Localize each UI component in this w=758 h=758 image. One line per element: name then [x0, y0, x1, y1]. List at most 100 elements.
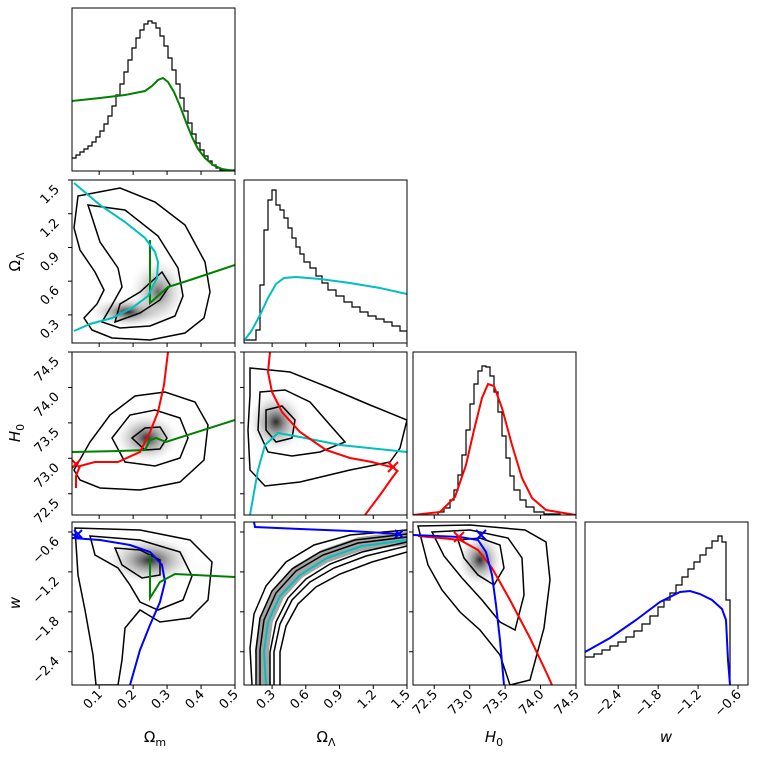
hist-w-panel: [585, 535, 731, 685]
marker-x: [73, 529, 83, 539]
panel-omega-m-w: [72, 527, 235, 685]
y-tick-label: 1.5: [38, 182, 63, 207]
curve-omega-m-green: [72, 419, 235, 453]
y-tick-label: 1.2: [38, 216, 63, 241]
contour-inner: [259, 536, 407, 685]
y-tick-label: 73.5: [32, 425, 63, 456]
marker-x: [453, 531, 465, 543]
frame-31: [243, 521, 408, 686]
curve-omega-m-green: [149, 555, 235, 602]
x-tick-label: 73.5: [481, 687, 512, 718]
x-tick-label: −0.6: [712, 687, 745, 720]
x-tick-label: 0.3: [149, 687, 174, 712]
contour-inner: [456, 537, 505, 587]
x-tick-label: 0.1: [81, 687, 106, 712]
contour-mid: [111, 409, 189, 467]
contour-mid: [89, 535, 193, 611]
frame-21: [243, 351, 408, 516]
contour-inner: [113, 547, 161, 579]
hist-omega-lambda: [244, 189, 407, 343]
y-tick-label: 74.5: [32, 354, 63, 385]
curve-omega-lambda-cyan: [249, 431, 407, 515]
hist-omega-lambda-panel: [244, 189, 407, 343]
frame-20: [71, 351, 236, 516]
curve-h0-red: [413, 382, 576, 515]
x-tick-label: 0.3: [254, 687, 279, 712]
y-tick-label: 0.9: [38, 250, 63, 275]
curve-omega-m-green: [72, 76, 235, 171]
y-tick-label: −2.4: [30, 654, 63, 687]
ylabel-w: w: [6, 596, 24, 609]
hist-h0: [413, 365, 561, 515]
x-tick-label: −2.4: [592, 687, 625, 720]
x-tick-label: 72.5: [410, 687, 441, 718]
curve-omega-lambda-cyan: [262, 539, 407, 685]
density-blob: [128, 256, 188, 328]
frame-00: [71, 7, 236, 172]
curve-w-blue: [72, 537, 167, 685]
marker-x: [475, 529, 487, 541]
y-tick-label: 74.0: [32, 390, 63, 421]
curve-omega-lambda-cyan: [244, 275, 407, 342]
frame-22: [412, 351, 577, 516]
xlabel-h0: H0: [485, 728, 503, 749]
x-tick-label: 74.0: [516, 687, 547, 718]
hist-w: [585, 535, 731, 685]
curve-h0-red: [266, 352, 396, 469]
curve-w-blue: [585, 589, 731, 685]
marker-x: [72, 459, 81, 469]
marker-x: [387, 461, 399, 473]
hist-h0-panel: [413, 365, 576, 515]
y-tick-label: 72.5: [32, 496, 63, 527]
panel-omega-lambda-w: [249, 522, 407, 685]
y-tick-label: 73.0: [32, 461, 63, 492]
x-tick-label: 1.2: [355, 687, 380, 712]
x-tick-label: 74.5: [552, 687, 583, 718]
frame-33: [584, 521, 749, 686]
frame-32: [412, 521, 577, 686]
frame-11: [243, 179, 408, 344]
curve-omega-m-green: [149, 240, 235, 306]
y-tick-label: −1.8: [30, 614, 63, 647]
density-band: [254, 531, 407, 685]
curve-h0-red: [364, 469, 399, 515]
x-tick-label: −1.2: [672, 687, 705, 720]
x-tick-label: 0.2: [115, 687, 140, 712]
contour-inner: [269, 541, 407, 685]
ylabel-omega-lambda: ΩΛ: [6, 252, 27, 271]
contour-outer: [249, 529, 407, 685]
x-tick-label: 0.4: [183, 687, 208, 712]
contour-inner: [113, 270, 171, 324]
panel-omega-m-omega-lambda: [73, 182, 235, 341]
y-tick-label: −1.2: [30, 574, 63, 607]
panel-omega-lambda-h0: [246, 352, 407, 515]
contour-mid: [430, 529, 525, 632]
y-tick-label: 0.6: [38, 283, 63, 308]
panel-omega-m-h0: [72, 352, 235, 491]
curve-w-blue: [413, 534, 505, 685]
ylabel-h0: H0: [6, 424, 27, 442]
contour-mid: [86, 204, 184, 329]
hist-omega-m: [72, 20, 235, 171]
contour-outer: [73, 187, 211, 341]
contour-outer: [279, 551, 407, 685]
x-tick-label: −1.8: [632, 687, 665, 720]
contour-mid: [273, 545, 407, 685]
y-tick-label: 0.3: [38, 317, 63, 342]
frame-30: [71, 521, 236, 686]
xlabel-w: w: [660, 728, 673, 746]
contour-outer: [73, 391, 209, 491]
x-tick-label: 0.5: [217, 687, 242, 712]
contour-mid: [257, 389, 347, 457]
panel-h0-w: [413, 524, 553, 685]
contour-inner: [265, 405, 296, 443]
x-tick-label: 0.6: [287, 687, 312, 712]
hist-omega-m-panel: [72, 20, 235, 171]
contour-outer: [247, 367, 407, 487]
x-tick-label: 0.9: [321, 687, 346, 712]
frame-10: [71, 179, 236, 344]
contour-outer: [417, 524, 551, 685]
curve-w-blue: [253, 522, 401, 535]
curve-h0-red: [75, 352, 169, 488]
